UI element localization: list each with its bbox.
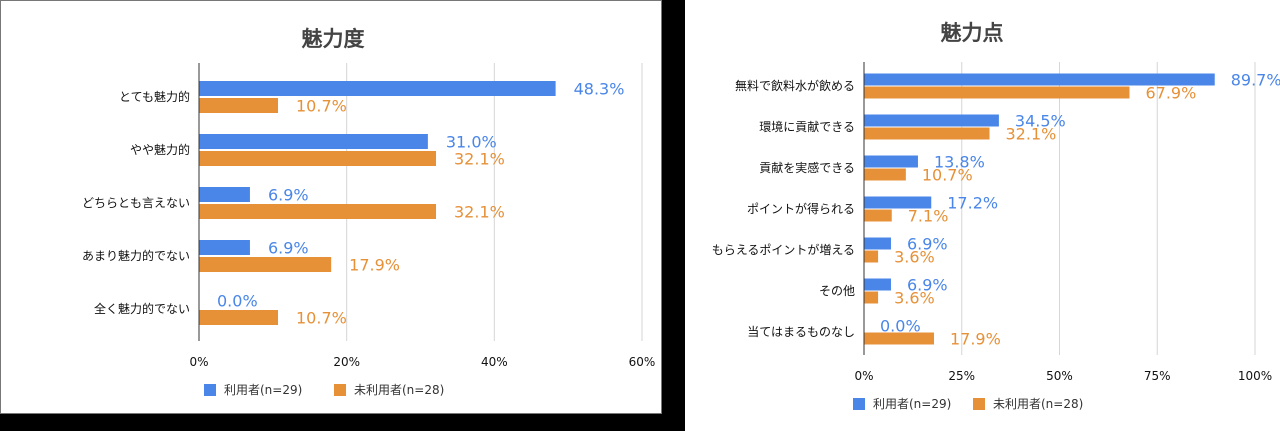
data-label-users: 0.0% xyxy=(217,292,258,311)
data-label-nonusers: 3.6% xyxy=(894,248,935,267)
legend-label-nonusers: 未利用者(n=28) xyxy=(354,383,444,397)
bar-nonusers xyxy=(199,204,437,219)
data-label-nonusers: 10.7% xyxy=(296,97,347,116)
legend-label-nonusers: 未利用者(n=28) xyxy=(993,397,1083,411)
category-label: どちらとも言えない xyxy=(82,196,190,210)
data-label-nonusers: 7.1% xyxy=(908,207,949,226)
data-label-users: 48.3% xyxy=(574,80,625,99)
bar-nonusers xyxy=(864,332,934,345)
x-tick-label: 25% xyxy=(948,369,975,383)
x-tick-label: 75% xyxy=(1144,369,1171,383)
bar-users xyxy=(864,196,932,209)
chart-attractiveness: 魅力度 0% 20% 40% 60% とても魅力的 48.3% 10.7% やや魅力的 31.0%… xyxy=(0,0,662,414)
legend-swatch-nonusers xyxy=(973,398,985,410)
data-label-users: 31.0% xyxy=(446,133,497,152)
data-label-users: 6.9% xyxy=(268,239,309,258)
category-label: とても魅力的 xyxy=(119,89,190,104)
data-label-nonusers: 17.9% xyxy=(349,256,400,275)
category-label: 全く魅力的でない xyxy=(94,301,190,316)
chart-appeal-points: 魅力点 0% 25% 50% 75% 100% 無料で飲料水が飲める 89.7% 67.9% 環境… xyxy=(685,0,1280,431)
bar-nonusers xyxy=(864,250,879,263)
legend-swatch-users xyxy=(853,398,865,410)
bar-nonusers xyxy=(199,151,437,166)
chart-appeal-points-svg: 魅力点 0% 25% 50% 75% 100% 無料で飲料水が飲める 89.7% 67.9% 環境… xyxy=(712,21,1280,411)
bar-nonusers xyxy=(864,291,879,304)
category-label: やや魅力的 xyxy=(130,142,190,157)
chart-attractiveness-svg: 魅力度 0% 20% 40% 60% とても魅力的 48.3% 10.7% やや魅力的 31.0%… xyxy=(82,27,656,397)
bar-users xyxy=(864,278,891,291)
data-label-users: 34.5% xyxy=(1015,112,1066,131)
bar-users xyxy=(199,134,428,149)
data-label-users: 6.9% xyxy=(907,276,948,295)
bar-users xyxy=(199,81,556,96)
x-tick-label: 0% xyxy=(189,355,208,369)
category-label: 貢献を実感できる xyxy=(759,160,855,175)
data-label-nonusers: 67.9% xyxy=(1145,84,1196,103)
bar-users xyxy=(864,73,1215,86)
data-label-users: 0.0% xyxy=(880,317,921,336)
category-label: あまり魅力的でない xyxy=(82,248,190,263)
category-label: ポイントが得られる xyxy=(747,201,855,216)
legend-label-users: 利用者(n=29) xyxy=(873,397,951,411)
data-label-nonusers: 10.7% xyxy=(922,166,973,185)
x-tick-label: 20% xyxy=(333,355,360,369)
data-label-users: 6.9% xyxy=(907,235,948,254)
x-tick-label: 0% xyxy=(854,369,873,383)
x-tick-label: 100% xyxy=(1238,369,1272,383)
bar-nonusers xyxy=(864,209,892,222)
data-label-users: 6.9% xyxy=(268,186,309,205)
legend-swatch-users xyxy=(204,384,216,396)
x-tick-label: 60% xyxy=(629,355,656,369)
chart-title: 魅力点 xyxy=(941,21,1004,45)
category-label: 無料で飲料水が飲める xyxy=(735,78,855,93)
data-label-nonusers: 32.1% xyxy=(454,150,505,169)
x-tick-label: 50% xyxy=(1046,369,1073,383)
data-label-nonusers: 17.9% xyxy=(950,330,1001,349)
chart-title: 魅力度 xyxy=(302,27,365,51)
bar-users xyxy=(199,240,250,255)
bar-nonusers xyxy=(864,168,906,181)
data-label-users: 89.7% xyxy=(1231,71,1280,90)
x-tick-label: 40% xyxy=(481,355,508,369)
bar-nonusers xyxy=(199,310,279,325)
bar-nonusers xyxy=(199,98,279,113)
bar-users xyxy=(199,187,250,202)
data-label-nonusers: 32.1% xyxy=(1006,125,1057,144)
data-label-nonusers: 32.1% xyxy=(454,203,505,222)
bar-nonusers xyxy=(199,257,332,272)
bar-nonusers xyxy=(864,86,1130,99)
bar-users xyxy=(864,237,891,250)
data-label-users: 13.8% xyxy=(934,153,985,172)
data-label-users: 17.2% xyxy=(947,194,998,213)
bar-users xyxy=(864,114,999,127)
data-label-nonusers: 10.7% xyxy=(296,309,347,328)
category-label: 環境に貢献できる xyxy=(759,119,855,134)
bar-users xyxy=(864,155,918,168)
category-label: その他 xyxy=(819,284,855,298)
category-label: もらえるポイントが増える xyxy=(712,242,855,257)
category-label: 当てはまるものなし xyxy=(747,325,855,339)
data-label-nonusers: 3.6% xyxy=(894,289,935,308)
bar-nonusers xyxy=(864,127,990,140)
legend-label-users: 利用者(n=29) xyxy=(224,383,302,397)
legend-swatch-nonusers xyxy=(334,384,346,396)
